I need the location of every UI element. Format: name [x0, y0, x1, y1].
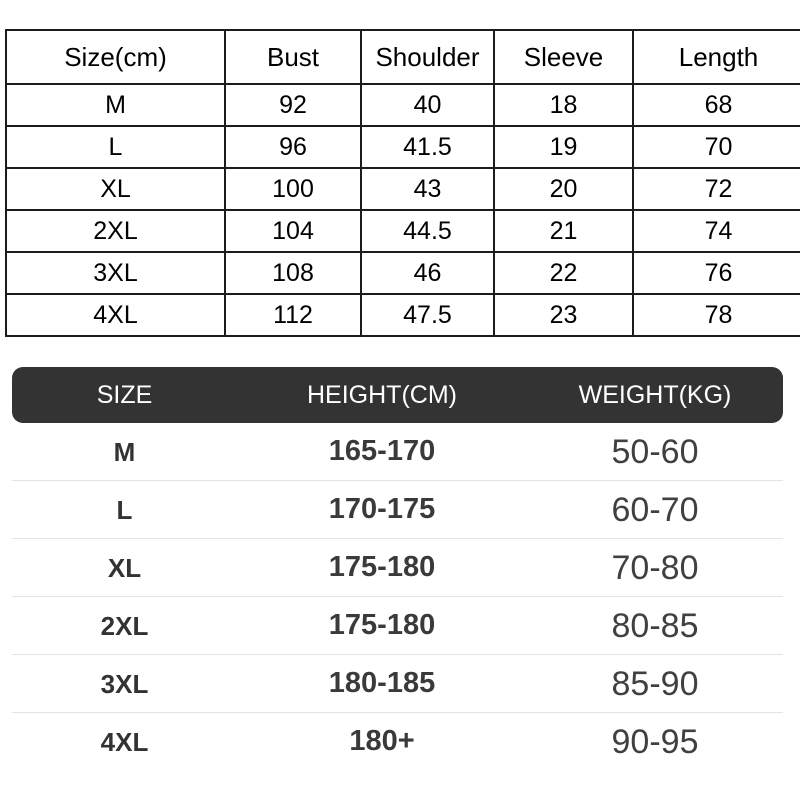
- measurement-cell-sleeve: 23: [493, 293, 634, 337]
- fit-cell-height: 165-170: [328, 435, 436, 467]
- measurement-cell-length: 78: [632, 293, 800, 337]
- fit-cell-size: XL: [107, 552, 142, 583]
- measurement-cell-shoulder: 46: [360, 251, 495, 295]
- measurement-header-shoulder: Shoulder: [360, 29, 495, 85]
- fit-cell-size: 3XL: [100, 668, 149, 699]
- fit-cell-size: L: [116, 494, 133, 525]
- fit-header-size: SIZE: [96, 380, 153, 409]
- measurement-cell-length: 74: [632, 209, 800, 253]
- measurement-table: Size(cm) Bust Shoulder Sleeve Length M 9…: [5, 29, 800, 337]
- fit-cell-height: 180+: [349, 725, 415, 757]
- list-item: M 165-170 50-60: [12, 423, 783, 481]
- fit-cell-weight: 70-80: [611, 548, 699, 587]
- list-item: XL 175-180 70-80: [12, 539, 783, 597]
- fit-cell-height: 175-180: [328, 551, 436, 583]
- measurement-cell-bust: 96: [224, 125, 362, 169]
- table-row: 4XL 112 47.5 23 78: [5, 293, 800, 337]
- measurement-cell-sleeve: 21: [493, 209, 634, 253]
- measurement-cell-length: 72: [632, 167, 800, 211]
- measurement-cell-bust: 112: [224, 293, 362, 337]
- measurement-cell-shoulder: 43: [360, 167, 495, 211]
- measurement-cell-sleeve: 20: [493, 167, 634, 211]
- table-row: 2XL 104 44.5 21 74: [5, 209, 800, 253]
- fit-cell-weight: 90-95: [611, 722, 699, 761]
- fit-cell-weight: 80-85: [611, 606, 699, 645]
- list-item: 3XL 180-185 85-90: [12, 655, 783, 713]
- measurement-table-container: Size(cm) Bust Shoulder Sleeve Length M 9…: [5, 29, 800, 337]
- fit-table-body: M 165-170 50-60 L 170-175 60-70 XL 175-1…: [12, 423, 783, 770]
- measurement-cell-length: 70: [632, 125, 800, 169]
- measurement-cell-sleeve: 22: [493, 251, 634, 295]
- fit-header-height: HEIGHT(CM): [307, 380, 457, 409]
- measurement-cell-shoulder: 47.5: [360, 293, 495, 337]
- measurement-cell-shoulder: 44.5: [360, 209, 495, 253]
- list-item: 2XL 175-180 80-85: [12, 597, 783, 655]
- measurement-header-bust: Bust: [224, 29, 362, 85]
- measurement-header-row: Size(cm) Bust Shoulder Sleeve Length: [5, 29, 800, 85]
- measurement-cell-shoulder: 40: [360, 83, 495, 127]
- measurement-cell-size: 4XL: [5, 293, 226, 337]
- fit-header-weight: WEIGHT(KG): [578, 380, 732, 409]
- table-row: L 96 41.5 19 70: [5, 125, 800, 169]
- measurement-cell-size: M: [5, 83, 226, 127]
- measurement-cell-bust: 100: [224, 167, 362, 211]
- fit-cell-height: 175-180: [328, 609, 436, 641]
- list-item: 4XL 180+ 90-95: [12, 713, 783, 770]
- measurement-cell-sleeve: 18: [493, 83, 634, 127]
- table-row: M 92 40 18 68: [5, 83, 800, 127]
- fit-cell-size: 4XL: [100, 726, 149, 757]
- measurement-cell-size: 3XL: [5, 251, 226, 295]
- fit-cell-weight: 60-70: [611, 490, 699, 529]
- measurement-cell-size: XL: [5, 167, 226, 211]
- measurement-cell-size: 2XL: [5, 209, 226, 253]
- measurement-header-size: Size(cm): [5, 29, 226, 85]
- fit-cell-height: 170-175: [328, 493, 436, 525]
- table-row: 3XL 108 46 22 76: [5, 251, 800, 295]
- fit-cell-weight: 50-60: [611, 432, 699, 471]
- fit-cell-size: 2XL: [100, 610, 149, 641]
- measurement-cell-size: L: [5, 125, 226, 169]
- measurement-cell-length: 76: [632, 251, 800, 295]
- fit-cell-size: M: [113, 436, 136, 467]
- fit-cell-height: 180-185: [328, 667, 436, 699]
- fit-cell-weight: 85-90: [611, 664, 699, 703]
- measurement-cell-bust: 108: [224, 251, 362, 295]
- measurement-cell-sleeve: 19: [493, 125, 634, 169]
- fit-table-header-bar: SIZE HEIGHT(CM) WEIGHT(KG): [12, 367, 783, 423]
- measurement-header-sleeve: Sleeve: [493, 29, 634, 85]
- list-item: L 170-175 60-70: [12, 481, 783, 539]
- measurement-cell-length: 68: [632, 83, 800, 127]
- measurement-cell-bust: 104: [224, 209, 362, 253]
- measurement-header-length: Length: [632, 29, 800, 85]
- measurement-cell-bust: 92: [224, 83, 362, 127]
- table-row: XL 100 43 20 72: [5, 167, 800, 211]
- measurement-cell-shoulder: 41.5: [360, 125, 495, 169]
- fit-table-container: SIZE HEIGHT(CM) WEIGHT(KG) M 165-170 50-…: [12, 367, 783, 770]
